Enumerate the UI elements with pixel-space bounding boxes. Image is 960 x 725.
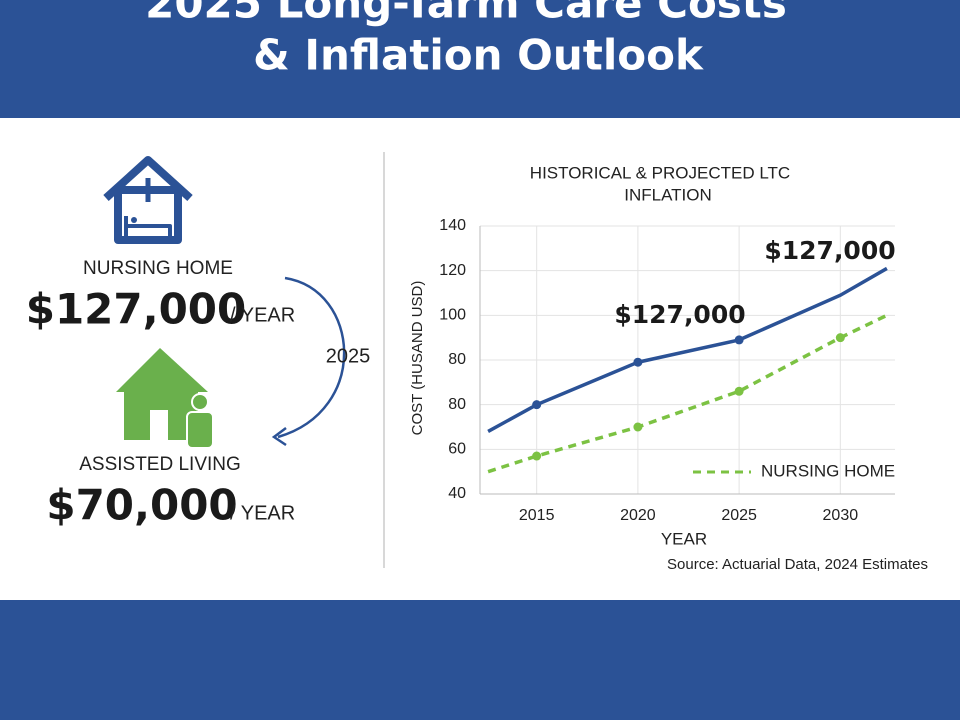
point xyxy=(532,400,542,410)
y-tick-label: 40 xyxy=(448,485,466,502)
cycle-arrow xyxy=(277,276,346,439)
point xyxy=(633,422,643,432)
footer-band xyxy=(0,600,960,720)
year-label: 2025 xyxy=(326,345,371,367)
chart-title: INFLATION xyxy=(624,185,712,204)
page-title: & Inflation Outlook xyxy=(253,31,704,80)
item-unit: / YEAR xyxy=(230,304,295,326)
x-axis-label: YEAR xyxy=(661,529,707,548)
x-tick-label: 2015 xyxy=(519,507,555,524)
point xyxy=(633,357,643,367)
y-tick-label: 140 xyxy=(439,217,466,234)
annotation: $127,000 xyxy=(764,236,895,265)
point xyxy=(835,333,845,343)
y-tick-label: 60 xyxy=(448,441,466,458)
x-tick-label: 2025 xyxy=(721,507,757,524)
item-label: ASSISTED LIVING xyxy=(79,454,241,475)
header-band xyxy=(0,0,960,118)
assisted-living-icon xyxy=(116,348,214,449)
point xyxy=(734,335,744,345)
y-tick-label: 120 xyxy=(439,262,466,279)
item-label: NURSING HOME xyxy=(83,258,233,279)
point xyxy=(734,386,744,396)
series-line xyxy=(487,313,888,474)
page-title: 2025 Long-Tarm Care Costs xyxy=(145,0,787,28)
y-tick-label: 80 xyxy=(448,396,466,413)
arrow-head xyxy=(271,427,287,447)
nursing-home-icon xyxy=(103,156,193,244)
annotation: $127,000 xyxy=(614,300,745,329)
y-tick-label: 100 xyxy=(439,307,466,324)
source: Source: Actuarial Data, 2024 Estimates xyxy=(667,556,928,573)
legend-label: NURSING HOME xyxy=(761,461,895,480)
item-unit: / YEAR xyxy=(230,502,295,524)
point xyxy=(532,451,542,461)
y-tick-label: 80 xyxy=(448,351,466,368)
x-tick-label: 2030 xyxy=(823,507,859,524)
item-amount: $70,000 xyxy=(46,481,237,530)
y-axis-label: COST (HUSAND USD) xyxy=(409,281,426,436)
x-tick-label: 2020 xyxy=(620,507,656,524)
item-amount: $127,000 xyxy=(26,285,247,334)
chart-title: HISTORICAL & PROJECTED LTC xyxy=(530,163,790,182)
series-line xyxy=(487,266,888,433)
